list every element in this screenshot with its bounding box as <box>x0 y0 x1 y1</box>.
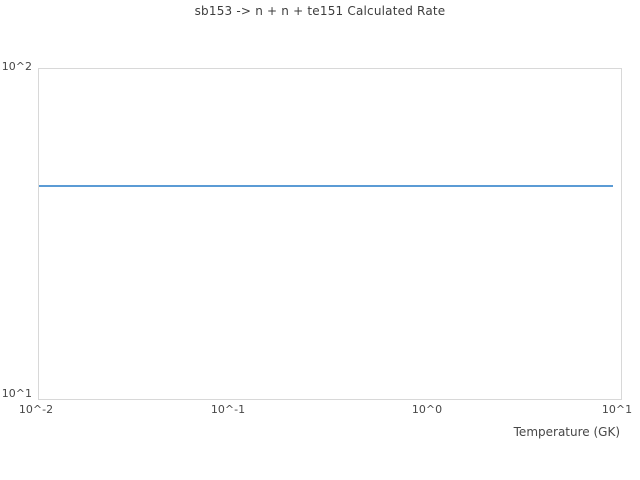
y-tick-label-10: 10^1 <box>1 387 32 400</box>
x-tick-label-0.01: 10^-2 <box>18 403 54 416</box>
rate-line-series <box>39 185 613 187</box>
x-tick-label-0.1: 10^-1 <box>210 403 246 416</box>
y-tick-label-100: 10^2 <box>1 60 32 73</box>
x-axis-label: Temperature (GK) <box>513 425 620 439</box>
x-tick-label-1: 10^0 <box>411 403 443 416</box>
x-tick-label-10: 10^1 <box>601 403 633 416</box>
plot-area <box>38 68 622 400</box>
chart-title: sb153 -> n + n + te151 Calculated Rate <box>194 4 446 18</box>
